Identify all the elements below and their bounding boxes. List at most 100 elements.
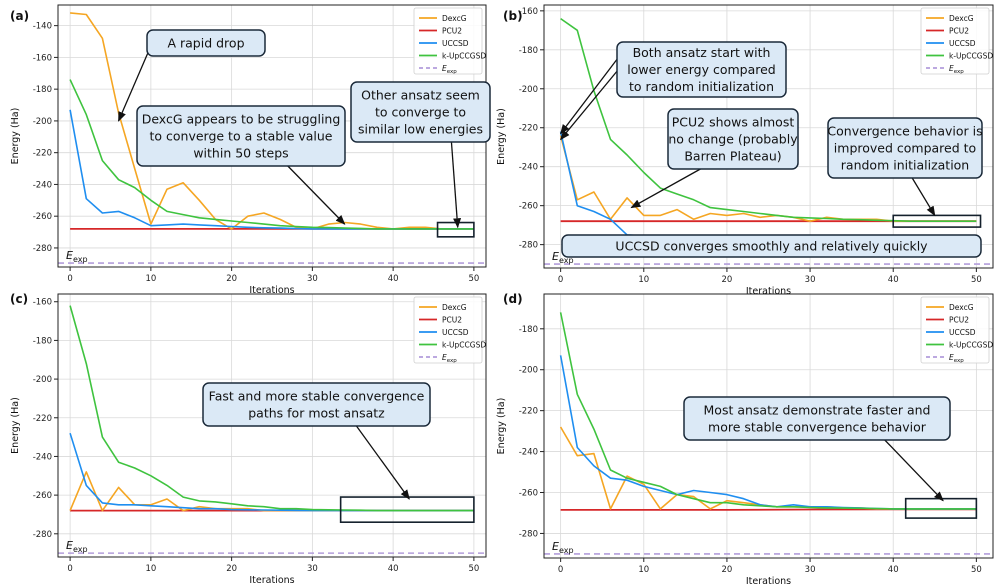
legend-label: k-UpCCGSD bbox=[949, 52, 993, 61]
x-axis-label: Iterations bbox=[746, 576, 791, 587]
legend-label: DexcG bbox=[949, 303, 974, 312]
legend-label: k-UpCCGSD bbox=[442, 341, 486, 350]
y-tick-label: -240 bbox=[519, 448, 538, 458]
annotation-box bbox=[683, 396, 951, 441]
legend-label-sub: exp bbox=[447, 69, 458, 75]
y-tick-label: -220 bbox=[33, 414, 52, 424]
legend-label-main: E bbox=[442, 353, 447, 362]
y-tick-label: -180 bbox=[33, 85, 52, 95]
legend-label: Eexp bbox=[949, 64, 964, 75]
annotation-box bbox=[202, 382, 431, 427]
legend-label: PCU2 bbox=[442, 27, 462, 36]
chart-panel-4: Eexp 0 10 20 30 40 50 -280 -260 -240 -220 -200 -180 I… bbox=[496, 292, 994, 587]
e-exp-label: Eexp bbox=[552, 250, 574, 265]
legend-label: UCCSD bbox=[442, 328, 469, 337]
annotation-arrow bbox=[879, 434, 944, 502]
legend-label: DexcG bbox=[949, 14, 974, 23]
e-exp-label: Eexp bbox=[66, 539, 88, 554]
annotation-arrow bbox=[450, 135, 462, 229]
y-tick-label: -160 bbox=[33, 53, 52, 63]
annotation-arrow bbox=[560, 57, 619, 135]
y-tick-label: -200 bbox=[519, 85, 538, 95]
annotation-text: Both ansatz start with bbox=[633, 45, 771, 60]
annotation-box bbox=[350, 81, 491, 143]
legend-box bbox=[920, 296, 990, 364]
annotation-text: Fast and more stable convergence bbox=[209, 389, 425, 404]
series-group bbox=[559, 312, 977, 511]
e-exp-label-main: E bbox=[552, 250, 559, 263]
annotation-text: to random initialization bbox=[629, 79, 774, 94]
annotation-arrow bbox=[279, 157, 346, 225]
x-tick-label: 0 bbox=[558, 565, 563, 575]
y-tick-label: -200 bbox=[33, 375, 52, 385]
x-tick-label: 20 bbox=[226, 564, 237, 574]
y-tick-label: -240 bbox=[33, 452, 52, 462]
series-line-k-upccgsd bbox=[560, 17, 977, 222]
legend-label-sub: exp bbox=[447, 358, 458, 364]
legend-label-sub: exp bbox=[954, 358, 965, 364]
x-tick-label: 30 bbox=[307, 564, 318, 574]
e-exp-label-main: E bbox=[552, 540, 559, 553]
x-tick-label: 10 bbox=[145, 274, 156, 284]
y-axis-label: Energy (Ha) bbox=[496, 108, 507, 165]
legend-label: UCCSD bbox=[949, 39, 976, 48]
x-tick-label: 20 bbox=[722, 565, 733, 575]
panel-label: (a) bbox=[10, 9, 29, 23]
annotation-text: to converge to bbox=[375, 105, 466, 120]
x-tick-label: 50 bbox=[971, 275, 982, 285]
annotation-text: more stable convergence behavior bbox=[708, 420, 927, 435]
legend-label-sub: exp bbox=[954, 69, 965, 75]
annotation-arrow bbox=[354, 423, 410, 500]
x-tick-label: 40 bbox=[388, 564, 399, 574]
annotation-text: to converge to a stable value bbox=[149, 129, 332, 144]
annotation-text: Convergence behavior is bbox=[827, 124, 982, 139]
annotation-text: UCCSD converges smoothly and relatively … bbox=[615, 239, 928, 254]
legend-label: Eexp bbox=[442, 64, 457, 75]
y-tick-label: -240 bbox=[519, 163, 538, 173]
x-tick-label: 40 bbox=[388, 274, 399, 284]
x-axis-label: Iterations bbox=[746, 286, 791, 297]
legend-label: PCU2 bbox=[442, 316, 462, 325]
chart-panel-3: Eexp 0 10 20 30 40 50 -280 -260 -240 -220 -200 -180 -… bbox=[10, 292, 487, 586]
y-tick-label: -260 bbox=[519, 489, 538, 499]
legend-box bbox=[920, 7, 990, 75]
annotation-text: similar low energies bbox=[358, 122, 483, 137]
axes-frame bbox=[543, 4, 994, 269]
x-tick-label: 0 bbox=[558, 275, 563, 285]
chart-panel-1: Eexp 0 10 20 30 40 50 -280 -260 -240 -220 -200 -180 -… bbox=[10, 4, 491, 296]
legend-label: Eexp bbox=[949, 353, 964, 364]
annotation-box bbox=[561, 234, 982, 258]
y-tick-label: -280 bbox=[33, 244, 52, 254]
y-tick-label: -220 bbox=[33, 149, 52, 159]
y-tick-label: -180 bbox=[519, 325, 538, 335]
annotation-text: Other ansatz seem bbox=[361, 88, 480, 103]
y-axis-label: Energy (Ha) bbox=[496, 398, 507, 455]
annotation-box bbox=[146, 29, 266, 57]
legend-label: UCCSD bbox=[949, 328, 976, 337]
legend-label: Eexp bbox=[442, 353, 457, 364]
y-axis-label: Energy (Ha) bbox=[10, 108, 21, 165]
x-tick-label: 50 bbox=[971, 565, 982, 575]
x-axis-label: Iterations bbox=[249, 285, 294, 296]
legend-label: UCCSD bbox=[442, 39, 469, 48]
legend-label-main: E bbox=[949, 353, 954, 362]
legend-label: DexcG bbox=[442, 14, 467, 23]
annotation-arrow bbox=[630, 166, 705, 209]
series-line-dexcg bbox=[70, 12, 474, 230]
x-tick-label: 20 bbox=[722, 275, 733, 285]
x-axis-label: Iterations bbox=[249, 575, 294, 586]
chart-panel-2: Eexp 0 10 20 30 40 50 -280 -260 -240 -220 -200 -180 -… bbox=[496, 4, 994, 297]
e-exp-label: Eexp bbox=[552, 540, 574, 555]
e-exp-label-sub: exp bbox=[73, 545, 88, 554]
legend-label: k-UpCCGSD bbox=[949, 341, 993, 350]
x-tick-label: 30 bbox=[805, 565, 816, 575]
y-tick-label: -260 bbox=[33, 212, 52, 222]
y-tick-label: -260 bbox=[33, 491, 52, 501]
series-line-k-upccgsd bbox=[69, 305, 474, 512]
x-tick-label: 30 bbox=[805, 275, 816, 285]
x-tick-label: 50 bbox=[468, 274, 479, 284]
annotation-text: improved compared to bbox=[834, 141, 976, 156]
y-tick-label: -160 bbox=[33, 298, 52, 308]
annotation-text: Most ansatz demonstrate faster and bbox=[704, 403, 931, 418]
annotation-arrow bbox=[117, 47, 151, 122]
